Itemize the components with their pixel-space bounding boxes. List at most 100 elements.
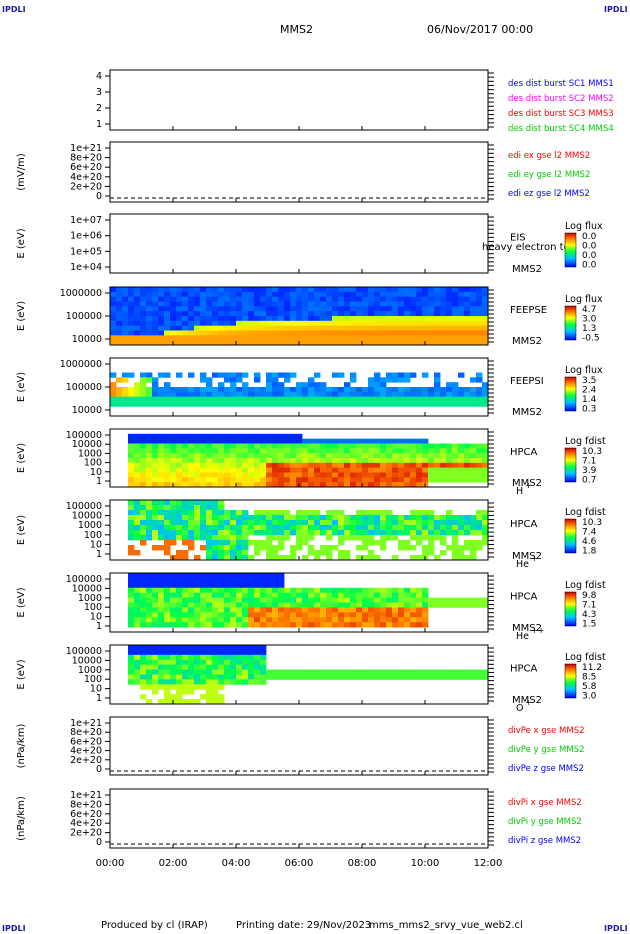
spectrogram-cell: [434, 372, 441, 378]
spectrogram-cell: [272, 396, 279, 402]
spectrogram-cell: [140, 462, 147, 469]
spectrogram-cell: [344, 607, 351, 613]
spectrogram-cell: [164, 443, 171, 449]
spectrogram-cell: [308, 296, 315, 302]
spectrogram-cell: [158, 573, 165, 579]
spectrogram-cell: [200, 320, 207, 327]
spectrogram-cell: [206, 391, 213, 398]
spectrogram-cell: [164, 699, 171, 705]
spectrogram-cell: [362, 530, 369, 536]
spectrogram-cell: [356, 330, 363, 336]
spectrogram-cell: [200, 396, 207, 402]
spectrogram-cell: [422, 602, 429, 608]
spectrogram-cell: [218, 555, 225, 561]
spectrogram-cell: [410, 391, 417, 398]
spectrogram-cell: [404, 458, 411, 464]
spectrogram-cell: [128, 530, 135, 536]
spectrogram-cell: [350, 622, 357, 628]
spectrogram-cell: [320, 448, 327, 454]
spectrogram-cell: [194, 391, 201, 398]
spectrogram-cell: [272, 577, 279, 584]
spectrogram-cell: [416, 510, 423, 516]
spectrogram-cell: [260, 669, 267, 675]
spectrogram-cell: [290, 520, 297, 526]
spectrogram-cell: [254, 311, 261, 317]
spectrogram-cell: [314, 448, 321, 454]
spectrogram-cell: [296, 296, 303, 302]
spectrogram-cell: [392, 340, 399, 346]
spectrogram-cell: [284, 311, 291, 317]
spectrogram-cell: [152, 382, 159, 388]
spectrogram-cell: [482, 674, 489, 680]
y-tick-label: 100000: [66, 382, 102, 393]
spectrogram-cell: [422, 472, 429, 478]
spectrogram-cell: [422, 520, 429, 526]
spectrogram-cell: [398, 387, 405, 393]
spectrogram-cell: [116, 396, 123, 402]
spectrogram-cell: [410, 320, 417, 327]
spectrogram-cell: [278, 401, 285, 407]
spectrogram-cell: [362, 535, 369, 541]
spectrogram-cell: [434, 515, 441, 521]
spectrogram-cell: [290, 602, 297, 608]
spectrogram-cell: [338, 510, 345, 516]
spectrogram-cell: [218, 617, 225, 623]
spectrogram-cell: [200, 340, 207, 346]
spectrogram-cell: [416, 340, 423, 346]
spectrogram-cell: [260, 325, 267, 331]
spectrogram-cell: [230, 645, 237, 651]
spectrogram-cell: [392, 316, 399, 322]
spectrogram-cell: [482, 462, 489, 469]
spectrogram-cell: [368, 387, 375, 393]
spectrogram-cell: [380, 340, 387, 346]
spectrogram-cell: [446, 545, 453, 551]
spectrogram-cell: [242, 550, 249, 556]
y-axis-label: E (eV): [16, 443, 27, 473]
spectrogram-cell: [176, 684, 183, 690]
spectrogram-cell: [446, 340, 453, 346]
corner-label-bl: IPDLI: [2, 924, 26, 933]
spectrogram-cell: [242, 622, 249, 628]
spectrogram-cell: [272, 330, 279, 336]
spectrogram-cell: [164, 438, 171, 444]
spectrogram-cell: [302, 515, 309, 521]
spectrogram-cell: [320, 443, 327, 449]
spectrogram-cell: [350, 306, 357, 312]
spectrogram-cell: [230, 387, 237, 393]
y-tick-label: 100000: [66, 646, 102, 657]
spectrogram-cell: [446, 458, 453, 464]
spectrogram-cell: [290, 453, 297, 459]
spectrogram-cell: [116, 291, 123, 298]
spectrogram-cell: [482, 510, 489, 516]
spectrogram-cell: [344, 391, 351, 398]
spectrogram-cell: [422, 607, 429, 613]
spectrogram-cell: [206, 545, 213, 551]
spectrogram-cell: [362, 510, 369, 516]
spectrogram-cell: [266, 540, 273, 546]
spectrogram-cell: [440, 387, 447, 393]
spectrogram-cell: [338, 443, 345, 449]
spectrogram-cell: [140, 607, 147, 613]
spectrogram-cell: [320, 382, 327, 388]
spectrogram-cell: [254, 306, 261, 312]
spectrogram-cell: [248, 525, 255, 531]
spectrogram-cell: [350, 372, 357, 378]
spectrogram-cell: [200, 582, 207, 589]
spectrogram-cell: [446, 510, 453, 516]
spectrogram-cell: [158, 443, 165, 449]
spectrogram-cell: [464, 555, 471, 561]
spectrogram-cell: [356, 291, 363, 298]
y-tick-label: 100000: [66, 501, 102, 512]
spectrogram-cell: [200, 438, 207, 444]
x-tick-label: 12:00: [474, 858, 503, 869]
spectrogram-cell: [254, 467, 261, 473]
spectrogram-cell: [146, 372, 153, 378]
spectrogram-cell: [278, 311, 285, 317]
spectrogram-cell: [356, 462, 363, 469]
spectrogram-cell: [254, 525, 261, 531]
spectrogram-cell: [416, 387, 423, 393]
spectrogram-cell: [326, 335, 333, 341]
spectrogram-cell: [224, 597, 231, 603]
spectrogram-cell: [146, 515, 153, 521]
spectrogram-cell: [446, 287, 453, 293]
